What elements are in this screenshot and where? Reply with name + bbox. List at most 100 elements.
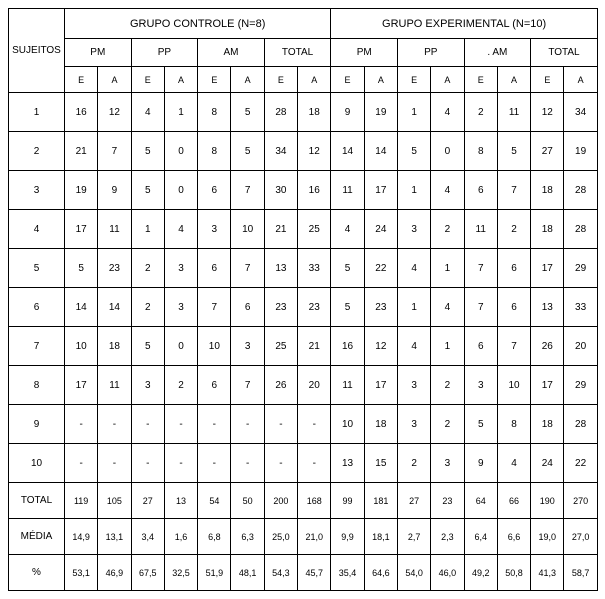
cell: - [164,444,197,483]
cell: 1 [397,171,430,210]
cell: 12 [364,327,397,366]
row-label: 2 [9,132,65,171]
cell: 5 [231,93,264,132]
cell: 17 [65,210,98,249]
table-row: 41711143102125424321121828 [9,210,598,249]
cell: 2 [464,93,497,132]
cell: 4 [431,93,464,132]
row-label: 4 [9,210,65,249]
cell: 21 [65,132,98,171]
row-label: MÉDIA [9,519,65,555]
cell: 6 [198,249,231,288]
cell: 10 [198,327,231,366]
cell: - [264,405,297,444]
cell: 0 [431,132,464,171]
cell: 22 [564,444,597,483]
ea-header: A [497,67,530,93]
cell: 270 [564,483,597,519]
cell: 24 [364,210,397,249]
cell: 1 [397,93,430,132]
cell: 0 [164,327,197,366]
cell: 50 [231,483,264,519]
cell: 14 [331,132,364,171]
cell: 18 [298,93,331,132]
cell: 2 [431,210,464,249]
table-row: 614142376232352314761333 [9,288,598,327]
ea-header: E [331,67,364,93]
row-label: 7 [9,327,65,366]
cell: 5 [397,132,430,171]
ea-header: A [231,67,264,93]
sub-am-1: AM [198,39,265,67]
cell: 13 [264,249,297,288]
cell: 8 [497,405,530,444]
cell: 14 [364,132,397,171]
cell: 33 [564,288,597,327]
cell: 181 [364,483,397,519]
cell: 6 [464,171,497,210]
cell: 10 [497,366,530,405]
cell: 5 [65,249,98,288]
cell: - [164,405,197,444]
cell: 23 [431,483,464,519]
cell: 7 [231,249,264,288]
cell: 64,6 [364,555,397,591]
cell: 17 [531,366,564,405]
cell: 6 [198,366,231,405]
cell: 3 [431,444,464,483]
cell: 28 [264,93,297,132]
cell: 12 [298,132,331,171]
cell: 19 [564,132,597,171]
cell: 20 [564,327,597,366]
cell: 7 [98,132,131,171]
cell: 35,4 [331,555,364,591]
cell: 12 [98,93,131,132]
table-row: 9--------101832581828 [9,405,598,444]
cell: 17 [531,249,564,288]
cell: 10 [331,405,364,444]
row-label: 5 [9,249,65,288]
cell: 66 [497,483,530,519]
sub-pp-1: PP [131,39,198,67]
cell: 9 [464,444,497,483]
cell: 1 [431,249,464,288]
cell: - [298,405,331,444]
cell: 9,9 [331,519,364,555]
sub-total-1: TOTAL [264,39,331,67]
ea-header: E [397,67,430,93]
cell: 2 [431,366,464,405]
cell: 33 [298,249,331,288]
col-grupo-experimental: GRUPO EXPERIMENTAL (N=10) [331,9,597,39]
cell: 19 [364,93,397,132]
cell: 25,0 [264,519,297,555]
cell: 4 [431,288,464,327]
sub-header-row: PM PP AM TOTAL PM PP . AM TOTAL [9,39,598,67]
cell: 28 [564,210,597,249]
sub-pp-2: PP [397,39,464,67]
cell: 200 [264,483,297,519]
cell: 20 [298,366,331,405]
cell: 8 [464,132,497,171]
ea-header: A [564,67,597,93]
cell: 5 [131,132,164,171]
cell: 9 [331,93,364,132]
data-table: SUJEITOS GRUPO CONTROLE (N=8) GRUPO EXPE… [8,8,598,591]
col-grupo-controle: GRUPO CONTROLE (N=8) [65,9,331,39]
table-row: 10--------131523942422 [9,444,598,483]
cell: 46,9 [98,555,131,591]
cell: 190 [531,483,564,519]
cell: 7 [497,171,530,210]
row-label: % [9,555,65,591]
cell: - [98,444,131,483]
summary-row: TOTAL11910527135450200168991812723646619… [9,483,598,519]
cell: 4 [164,210,197,249]
cell: 27,0 [564,519,597,555]
cell: 7 [198,288,231,327]
cell: 12 [531,93,564,132]
row-label: 6 [9,288,65,327]
cell: 3 [164,288,197,327]
cell: 13 [531,288,564,327]
cell: 6 [497,288,530,327]
table-row: 1161241852818919142111234 [9,93,598,132]
row-label: TOTAL [9,483,65,519]
